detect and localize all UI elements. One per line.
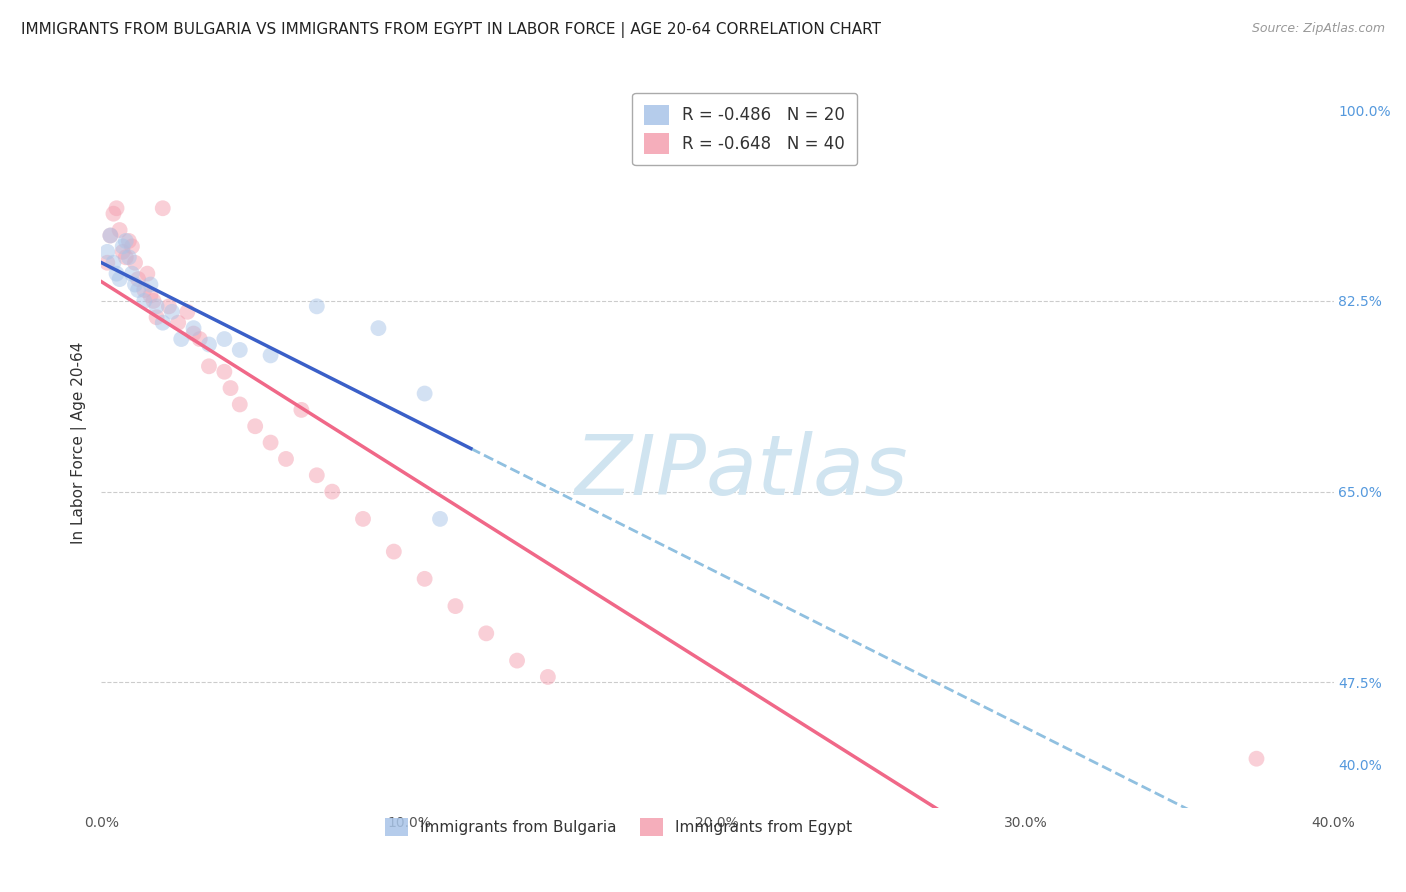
Point xyxy=(105,201,128,215)
Point xyxy=(100,228,122,243)
Point xyxy=(321,484,343,499)
Point xyxy=(100,228,122,243)
Point xyxy=(145,310,167,325)
Point xyxy=(1246,752,1268,766)
Text: Source: ZipAtlas.com: Source: ZipAtlas.com xyxy=(1251,22,1385,36)
Point xyxy=(108,272,131,286)
Point xyxy=(152,316,174,330)
Point xyxy=(114,234,136,248)
Point xyxy=(475,626,498,640)
Point xyxy=(188,332,211,346)
Point xyxy=(305,468,328,483)
Point xyxy=(118,250,141,264)
Point xyxy=(170,332,193,346)
Point xyxy=(305,299,328,313)
Point xyxy=(219,381,242,395)
Point xyxy=(183,326,205,341)
Point xyxy=(127,272,149,286)
Point xyxy=(183,321,205,335)
Point xyxy=(413,386,436,401)
Point xyxy=(139,277,162,292)
Point xyxy=(243,419,266,434)
Text: IMMIGRANTS FROM BULGARIA VS IMMIGRANTS FROM EGYPT IN LABOR FORCE | AGE 20-64 COR: IMMIGRANTS FROM BULGARIA VS IMMIGRANTS F… xyxy=(21,22,882,38)
Text: ZIPatlas: ZIPatlas xyxy=(575,432,908,512)
Point xyxy=(127,283,149,297)
Point xyxy=(506,654,529,668)
Point xyxy=(139,288,162,302)
Point xyxy=(114,250,136,264)
Point xyxy=(176,305,198,319)
Point xyxy=(198,337,221,351)
Point xyxy=(214,365,236,379)
Point xyxy=(198,359,221,374)
Point xyxy=(214,332,236,346)
Point xyxy=(134,293,156,308)
Point xyxy=(352,512,374,526)
Point xyxy=(274,452,297,467)
Point xyxy=(259,348,281,362)
Point xyxy=(290,403,312,417)
Point xyxy=(105,267,128,281)
Y-axis label: In Labor Force | Age 20-64: In Labor Force | Age 20-64 xyxy=(72,342,87,544)
Point xyxy=(160,305,183,319)
Point xyxy=(103,256,125,270)
Point xyxy=(124,256,146,270)
Point xyxy=(413,572,436,586)
Point xyxy=(382,544,405,558)
Point xyxy=(121,267,143,281)
Point xyxy=(103,207,125,221)
Point xyxy=(229,343,252,357)
Point xyxy=(134,283,156,297)
Point xyxy=(121,239,143,253)
Point xyxy=(429,512,451,526)
Legend: Immigrants from Bulgaria, Immigrants from Egypt: Immigrants from Bulgaria, Immigrants fro… xyxy=(378,810,860,844)
Point xyxy=(118,234,141,248)
Point xyxy=(367,321,389,335)
Point xyxy=(136,267,159,281)
Point xyxy=(229,397,252,411)
Point xyxy=(108,223,131,237)
Point xyxy=(124,277,146,292)
Point xyxy=(96,256,118,270)
Point xyxy=(444,599,467,613)
Point xyxy=(152,201,174,215)
Point xyxy=(145,299,167,313)
Point xyxy=(259,435,281,450)
Point xyxy=(111,239,134,253)
Point xyxy=(111,244,134,259)
Point xyxy=(157,299,180,313)
Point xyxy=(142,293,165,308)
Point xyxy=(96,244,118,259)
Point xyxy=(537,670,560,684)
Point xyxy=(167,316,190,330)
